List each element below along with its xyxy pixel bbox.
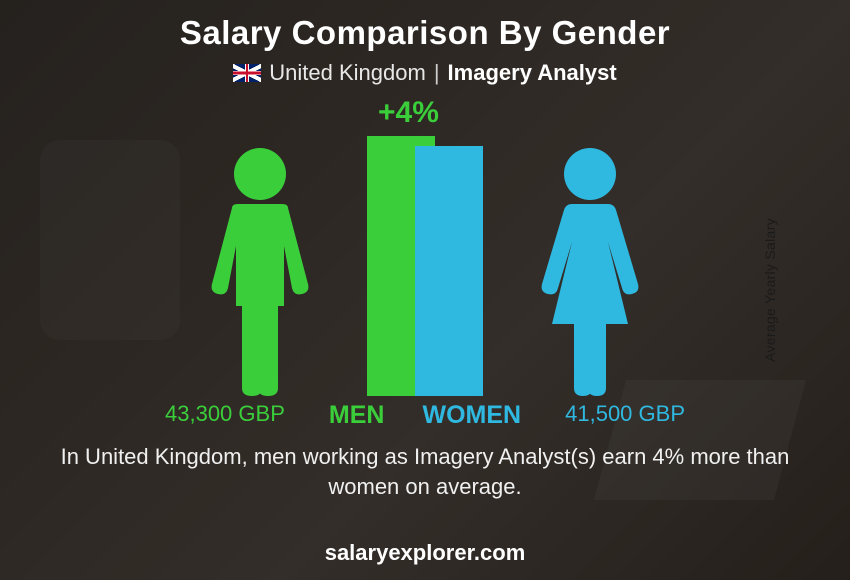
description-text: In United Kingdom, men working as Imager… — [45, 442, 805, 501]
woman-figure-icon — [510, 146, 670, 396]
men-salary-value: 43,300 GBP — [165, 401, 285, 427]
separator: | — [434, 60, 440, 86]
chart-label-row: 43,300 GBP MEN WOMEN 41,500 GBP — [75, 401, 775, 430]
job-title: Imagery Analyst — [448, 60, 617, 86]
man-figure-icon — [180, 146, 340, 396]
uk-flag-icon — [233, 64, 261, 82]
y-axis-label: Average Yearly Salary — [762, 218, 778, 362]
comparison-chart: +4% 43,300 GBP MEN WOMEN 41,500 GBP — [75, 96, 775, 436]
women-salary-value: 41,500 GBP — [565, 401, 685, 427]
women-label: WOMEN — [422, 401, 521, 430]
subtitle-row: United Kingdom | Imagery Analyst — [233, 60, 616, 86]
men-label: MEN — [329, 401, 385, 430]
women-salary-bar — [415, 146, 483, 396]
percentage-diff-label: +4% — [378, 96, 439, 130]
country-label: United Kingdom — [269, 60, 426, 86]
infographic-container: Salary Comparison By Gender United Kingd… — [0, 0, 850, 580]
footer-source: salaryexplorer.com — [325, 540, 526, 566]
content-area: Salary Comparison By Gender United Kingd… — [0, 0, 850, 580]
page-title: Salary Comparison By Gender — [180, 14, 670, 52]
